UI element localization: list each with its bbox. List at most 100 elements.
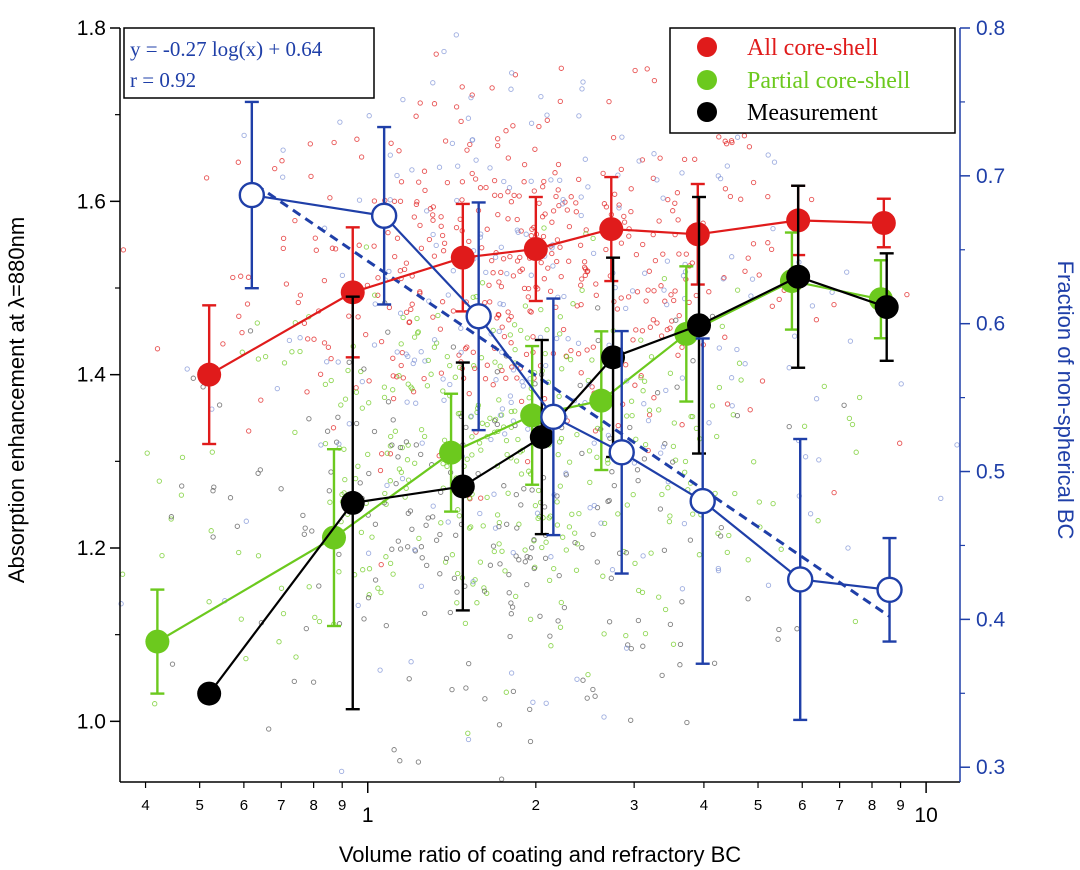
sample-point: [566, 459, 573, 465]
sample-point: [371, 428, 378, 435]
sample-point: [118, 601, 124, 607]
sample-point: [667, 325, 673, 331]
sample-point: [541, 178, 547, 185]
sample-point: [557, 624, 564, 630]
sample-point: [346, 421, 352, 427]
sample-point: [576, 176, 582, 183]
sample-point: [241, 132, 247, 139]
sample-point: [463, 424, 469, 431]
sample-point: [679, 599, 685, 605]
sample-point: [336, 441, 342, 447]
sample-point: [621, 213, 627, 220]
sample-point: [711, 660, 718, 666]
sample-point: [377, 467, 384, 474]
sample-point: [238, 273, 244, 279]
sample-point: [734, 287, 741, 293]
sample-point: [418, 451, 424, 458]
sample-point: [397, 758, 403, 764]
sample-point: [498, 244, 504, 250]
sample-point: [527, 616, 534, 622]
sample-point: [504, 451, 510, 458]
sample-point: [467, 141, 473, 148]
sample-point: [658, 283, 664, 289]
sample-point: [548, 177, 554, 183]
sample-point: [508, 600, 514, 606]
sample-point: [257, 467, 263, 473]
sample-point: [405, 381, 411, 387]
sample-point: [419, 555, 425, 561]
sample-point: [453, 532, 459, 538]
sample-point: [169, 661, 176, 667]
sample-point: [381, 394, 388, 401]
sample-point: [426, 298, 432, 304]
sample-point: [656, 594, 662, 600]
sample-point: [679, 344, 685, 350]
sample-point: [578, 282, 584, 288]
data-point: [874, 295, 899, 320]
sample-point: [634, 289, 641, 295]
sample-point: [582, 156, 588, 162]
sample-point: [579, 86, 585, 92]
sample-point: [629, 288, 636, 294]
data-point: [529, 425, 554, 450]
sample-point: [646, 412, 653, 418]
sample-point: [316, 583, 322, 589]
sample-point: [813, 396, 820, 402]
sample-point: [543, 539, 549, 545]
sample-point: [418, 583, 425, 589]
sample-point: [565, 336, 571, 342]
sample-point: [552, 170, 558, 176]
sample-point: [541, 504, 548, 510]
sample-point: [372, 301, 378, 307]
sample-point: [563, 354, 570, 360]
sample-point: [415, 759, 422, 765]
sample-point: [586, 448, 593, 454]
data-point: [601, 345, 626, 370]
fit-equation-box: y = -0.27 log(x) + 0.64 r = 0.92: [123, 27, 375, 99]
sample-point: [361, 366, 367, 372]
sample-point: [508, 340, 514, 346]
sample-point: [656, 407, 662, 413]
sample-point: [352, 475, 359, 482]
sample-point: [472, 176, 479, 182]
sample-point: [442, 559, 449, 565]
sample-point: [385, 229, 391, 236]
sample-point: [408, 659, 414, 665]
sample-point: [152, 701, 158, 707]
sample-point: [387, 152, 393, 158]
sample-point: [439, 299, 446, 305]
sample-point: [258, 397, 264, 403]
sample-point: [418, 544, 425, 550]
sample-point: [413, 113, 419, 119]
sample-point: [447, 381, 453, 388]
sample-point: [338, 768, 345, 775]
sample-point: [335, 414, 341, 420]
sample-point: [305, 336, 311, 342]
sample-point: [584, 347, 590, 353]
sample-point: [624, 378, 630, 384]
x-minor-tick-label: 8: [309, 797, 317, 814]
sample-point: [722, 138, 728, 144]
sample-point: [190, 375, 196, 381]
sample-point: [316, 618, 323, 625]
sample-point: [206, 599, 212, 605]
sample-point: [660, 444, 667, 450]
sample-point: [422, 187, 428, 194]
sample-point: [776, 296, 782, 303]
x-minor-tick-label: 6: [798, 797, 806, 814]
sample-point: [508, 86, 514, 92]
sample-point: [328, 377, 334, 384]
sample-point: [378, 338, 385, 345]
sample-point: [346, 313, 352, 319]
sample-point: [567, 356, 574, 363]
sample-point: [312, 614, 318, 621]
data-point: [197, 681, 222, 706]
sample-point: [179, 454, 186, 461]
sample-point: [601, 520, 608, 527]
sample-point: [297, 292, 304, 298]
sample-point: [623, 362, 629, 368]
sample-point: [742, 268, 748, 274]
sample-point: [677, 641, 684, 648]
sample-point: [508, 399, 514, 406]
sample-point: [897, 440, 903, 446]
